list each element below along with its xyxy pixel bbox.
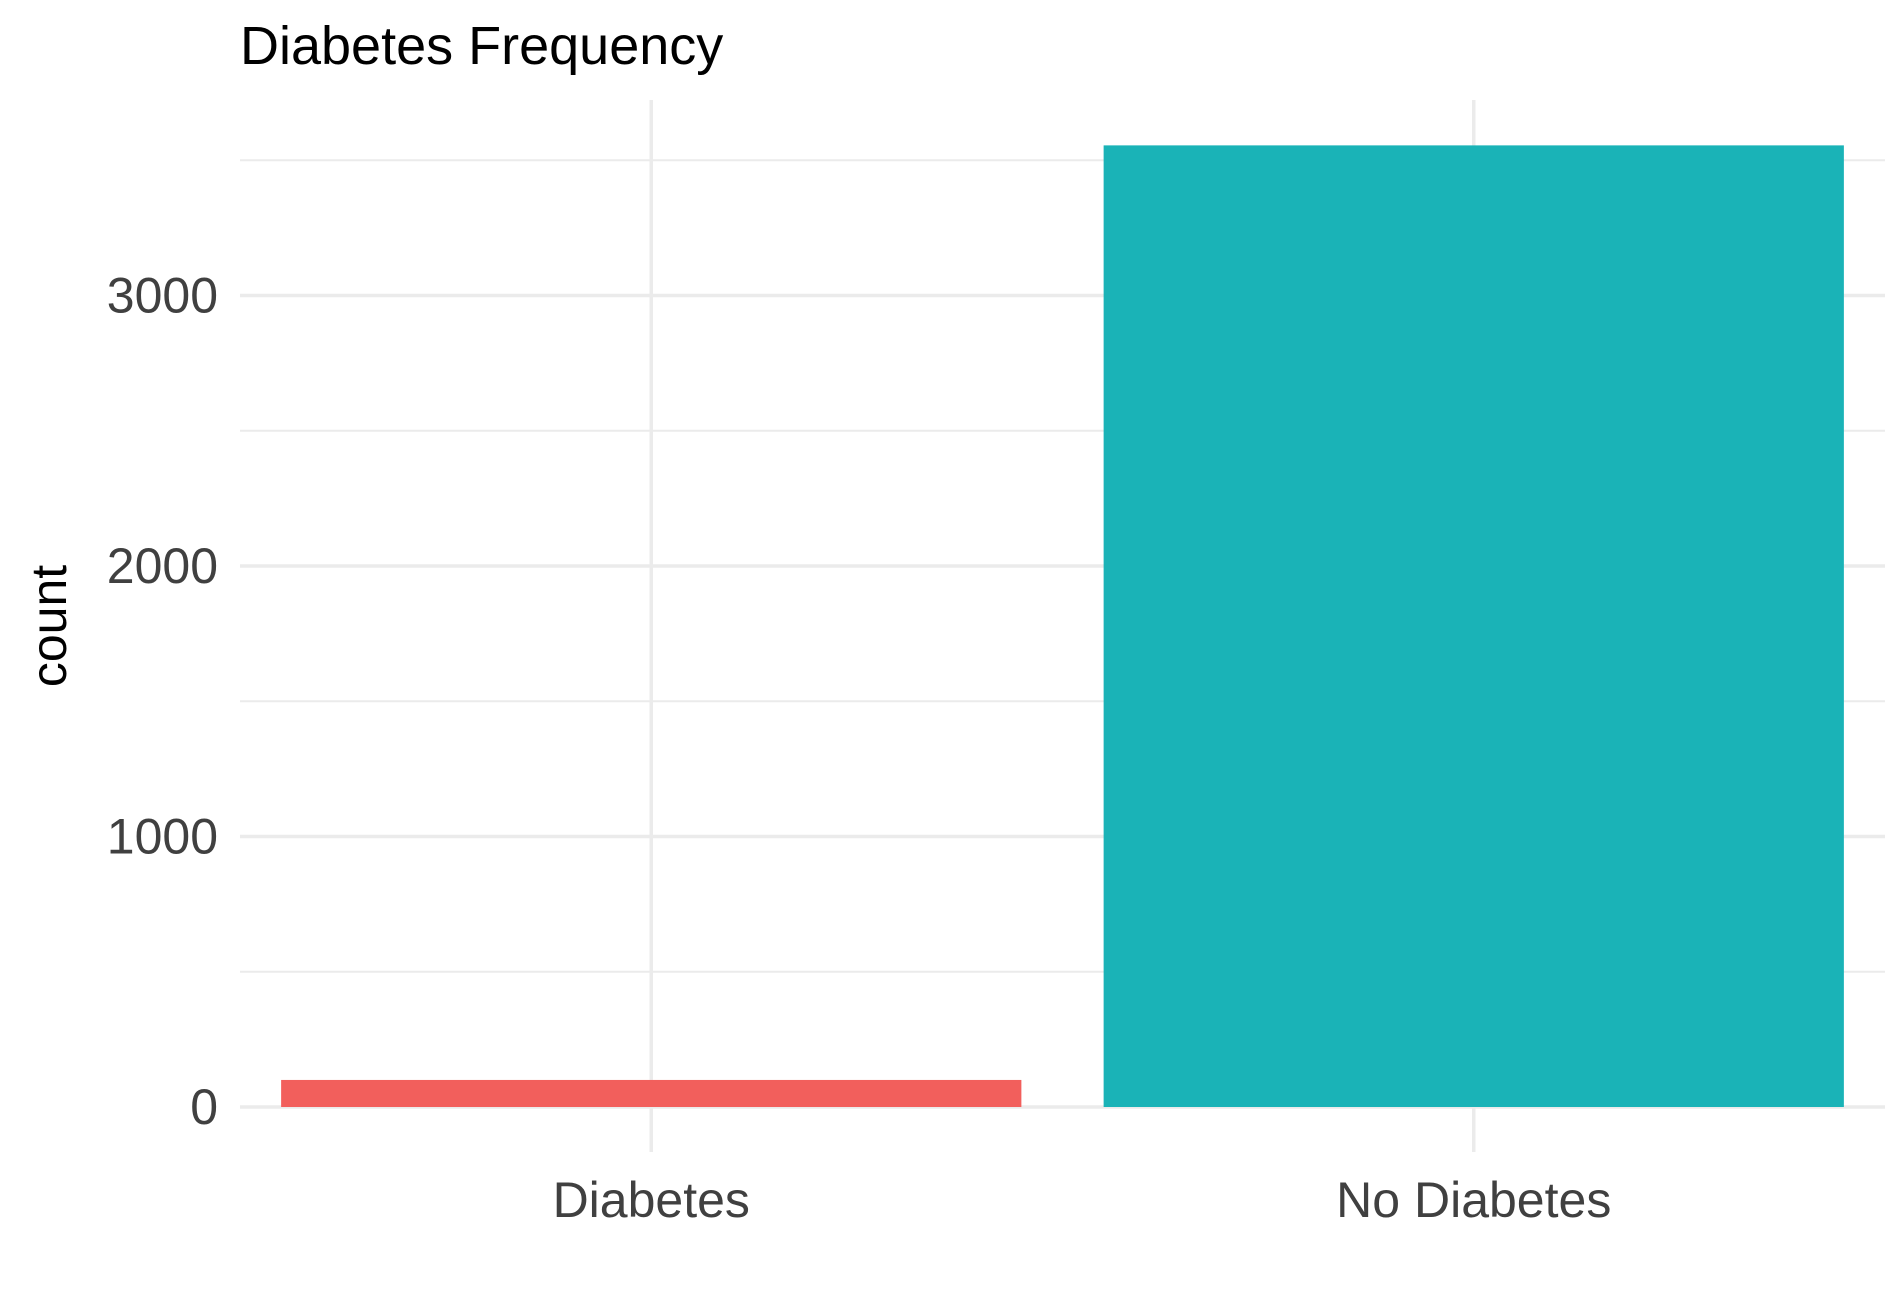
chart-title: Diabetes Frequency: [240, 16, 723, 76]
bar-diabetes: [281, 1079, 1022, 1107]
bar-no-diabetes: [1103, 145, 1844, 1107]
y-tick-label: 2000: [107, 538, 218, 594]
y-tick-label: 1000: [107, 809, 218, 865]
x-tick-label: No Diabetes: [1336, 1172, 1611, 1228]
bars: [281, 145, 1844, 1107]
y-axis-title: count: [21, 565, 77, 687]
y-axis-ticks: 0 1000 2000 3000: [107, 268, 218, 1136]
x-axis-ticks: Diabetes No Diabetes: [553, 1172, 1612, 1228]
y-tick-label: 0: [190, 1079, 218, 1135]
y-tick-label: 3000: [107, 268, 218, 324]
x-tick-label: Diabetes: [553, 1172, 750, 1228]
